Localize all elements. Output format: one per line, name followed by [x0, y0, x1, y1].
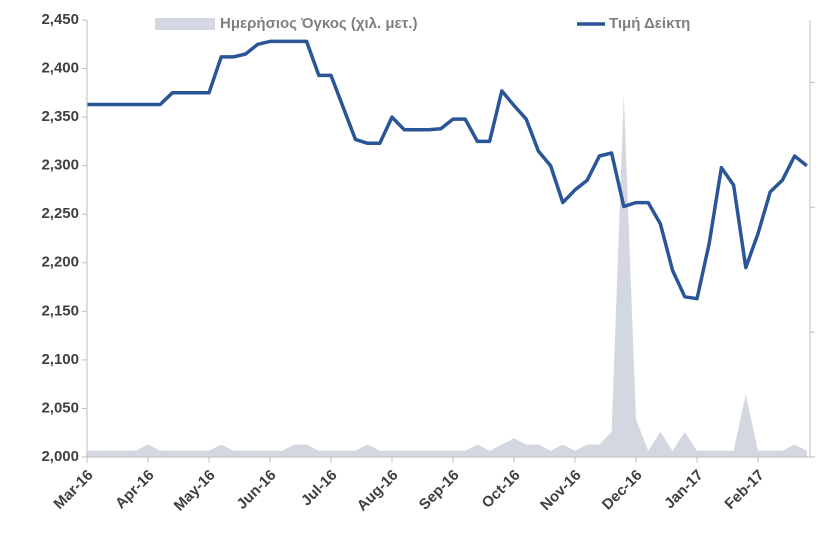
x-tick-label: Apr-16 — [112, 467, 158, 513]
x-tick-label: May-16 — [171, 467, 219, 515]
y-tick-label: 2,250 — [41, 205, 79, 222]
price-line — [87, 39, 808, 301]
x-tick-label: Dec-16 — [599, 467, 646, 514]
y-tick-label: 2,050 — [41, 399, 79, 416]
legend-label: Ημερήσιος Όγκος (χιλ. μετ.) — [220, 15, 417, 32]
x-tick-label: Nov-16 — [537, 467, 584, 514]
y-tick-label: 2,200 — [41, 254, 79, 271]
x-tick-label: Oct-16 — [479, 467, 524, 512]
x-tick-label: Feb-17 — [721, 467, 767, 513]
x-tick-label: Sep-16 — [416, 467, 463, 514]
y-tick-label: 2,100 — [41, 351, 79, 368]
y-tick-label: 2,350 — [41, 108, 79, 125]
y-tick-label: 2,450 — [41, 11, 79, 28]
x-tick-label: Aug-16 — [354, 467, 402, 515]
legend-label: Τιμή Δείκτη — [609, 15, 690, 32]
y-tick-label: 2,400 — [41, 60, 79, 77]
y-tick-label: 2,300 — [41, 157, 79, 174]
x-tick-label: Mar-16 — [50, 467, 96, 513]
legend-swatch — [155, 18, 215, 30]
volume-area — [87, 94, 807, 458]
x-tick-label: Jan-17 — [661, 467, 707, 513]
y-tick-label: 2,000 — [41, 448, 79, 465]
x-tick-label: Jul-16 — [298, 467, 341, 510]
x-tick-label: Jun-16 — [233, 467, 279, 513]
y-tick-label: 2,150 — [41, 302, 79, 319]
